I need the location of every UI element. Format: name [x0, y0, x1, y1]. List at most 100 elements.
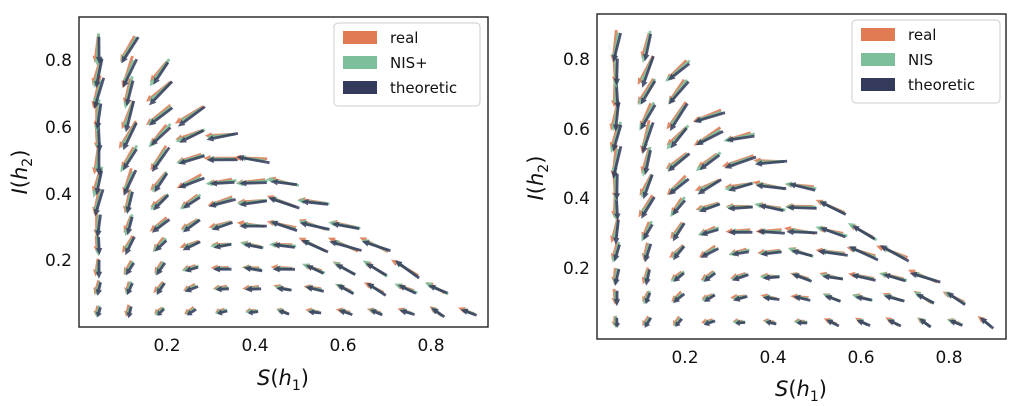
- left-quiver-arrows: [91, 33, 478, 319]
- left-arrow-theoretic: [239, 199, 268, 208]
- right-legend-label-real: real: [908, 26, 936, 44]
- right-legend-label-nis: NIS: [908, 51, 933, 69]
- right-arrow-theoretic: [611, 146, 623, 179]
- left-y-axis-label: I(h2): [8, 150, 36, 195]
- left-arrow-theoretic: [276, 285, 292, 293]
- left-legend-swatch-real: [343, 31, 377, 44]
- right-arrow-theoretic: [641, 122, 655, 154]
- left-legend-label-theoretic: theoretic: [390, 79, 457, 97]
- right-arrow-theoretic: [788, 182, 816, 192]
- right-arrow-theoretic: [613, 317, 621, 328]
- right-arrow-theoretic: [727, 205, 753, 212]
- right-ytick-label: 0.6: [563, 120, 590, 140]
- left-arrow-theoretic: [268, 196, 300, 210]
- left-arrow-theoretic: [370, 309, 383, 317]
- left-arrow-theoretic: [211, 221, 233, 231]
- right-arrow-theoretic: [791, 249, 813, 258]
- right-arrow-theoretic: [819, 201, 847, 216]
- left-arrow-theoretic: [212, 266, 232, 273]
- right-arrow-theoretic: [856, 319, 871, 327]
- right-arrow-theoretic: [793, 295, 811, 302]
- right-arrow-theoretic: [855, 295, 872, 302]
- left-arrow-theoretic: [338, 309, 353, 316]
- left-arrow-theoretic: [121, 36, 140, 64]
- left-arrow-theoretic: [184, 285, 199, 293]
- right-arrow-theoretic: [703, 293, 716, 302]
- left-arrow-theoretic: [248, 309, 259, 316]
- right-arrow-theoretic: [946, 292, 966, 306]
- right-arrow-theoretic: [732, 273, 749, 282]
- left-arrow-theoretic: [217, 309, 228, 316]
- left-arrow-theoretic: [305, 265, 324, 275]
- left-arrow-theoretic: [270, 179, 298, 186]
- left-ytick-label: 0.6: [45, 118, 72, 138]
- right-legend-swatch-real: [861, 28, 895, 41]
- left-arrow-theoretic: [299, 221, 330, 231]
- right-arrow-theoretic: [612, 32, 622, 63]
- left-arrow-theoretic: [460, 308, 478, 317]
- left-arrow-theoretic: [125, 80, 135, 107]
- left-arrow-theoretic: [95, 236, 103, 255]
- left-x-axis-label: S(h1): [257, 366, 309, 394]
- right-arrow-theoretic: [755, 182, 787, 191]
- right-arrow-theoretic: [644, 317, 653, 328]
- right-arrow-theoretic: [643, 243, 653, 263]
- right-arrow-theoretic: [641, 196, 656, 219]
- left-arrow-theoretic: [365, 263, 388, 277]
- right-arrow-theoretic: [693, 111, 726, 124]
- left-arrow-nis: [179, 107, 202, 124]
- right-arrow-theoretic: [640, 80, 657, 105]
- right-arrow-theoretic: [979, 317, 995, 330]
- left-arrow-theoretic: [122, 58, 138, 88]
- right-arrow-theoretic: [613, 58, 620, 86]
- right-arrow-theoretic: [673, 245, 686, 261]
- right-arrow-theoretic: [883, 273, 906, 283]
- right-arrow-theoretic: [613, 290, 621, 307]
- right-arrow-theoretic: [916, 293, 935, 305]
- right-arrow-theoretic: [760, 250, 782, 257]
- left-arrow-theoretic: [361, 240, 391, 253]
- left-arrow-theoretic: [206, 132, 239, 142]
- right-legend-label-theoretic: theoretic: [908, 76, 975, 94]
- right-arrow-theoretic: [668, 177, 690, 195]
- right-arrow-theoretic: [819, 227, 846, 239]
- left-arrow-theoretic: [157, 308, 165, 316]
- right-arrow-theoretic: [851, 273, 876, 282]
- left-arrow-theoretic: [151, 146, 171, 172]
- left-arrow-theoretic: [95, 282, 102, 296]
- right-arrow-theoretic: [726, 134, 755, 143]
- left-arrow-theoretic: [206, 156, 238, 164]
- left-arrow-theoretic: [215, 286, 229, 293]
- left-arrow-theoretic: [272, 266, 295, 273]
- left-arrow-theoretic: [301, 199, 329, 206]
- left-arrow-theoretic: [178, 154, 205, 165]
- left-arrow-theoretic: [156, 282, 166, 296]
- right-arrow-theoretic: [675, 318, 683, 327]
- right-arrow-theoretic: [757, 228, 785, 235]
- right-arrow-real: [610, 29, 618, 63]
- left-arrow-theoretic: [184, 265, 199, 273]
- right-arrow-theoretic: [731, 250, 749, 257]
- right-arrow-theoretic: [826, 319, 840, 328]
- right-arrow-theoretic: [668, 80, 690, 105]
- left-arrow-theoretic: [177, 105, 206, 127]
- right-arrow-theoretic: [613, 219, 620, 245]
- right-arrow-theoretic: [733, 295, 748, 302]
- left-legend-swatch-theoretic: [343, 81, 377, 94]
- left-arrow-theoretic: [209, 180, 235, 187]
- left-arrow-theoretic: [123, 122, 138, 151]
- right-arrow-theoretic: [612, 124, 623, 152]
- left-arrow-theoretic: [428, 284, 448, 295]
- right-arrow-theoretic: [614, 195, 621, 221]
- right-arrow-nis: [670, 270, 685, 282]
- left-arrow-theoretic: [182, 218, 201, 233]
- left-ytick-label: 0.4: [45, 185, 72, 205]
- left-arrow-theoretic: [239, 222, 267, 230]
- left-arrow-theoretic: [150, 126, 172, 146]
- left-arrow-theoretic: [153, 194, 170, 211]
- right-arrow-theoretic: [642, 174, 654, 200]
- right-arrow-theoretic: [644, 269, 651, 286]
- left-xtick-label: 0.4: [241, 336, 268, 356]
- left-arrow-theoretic: [305, 285, 325, 293]
